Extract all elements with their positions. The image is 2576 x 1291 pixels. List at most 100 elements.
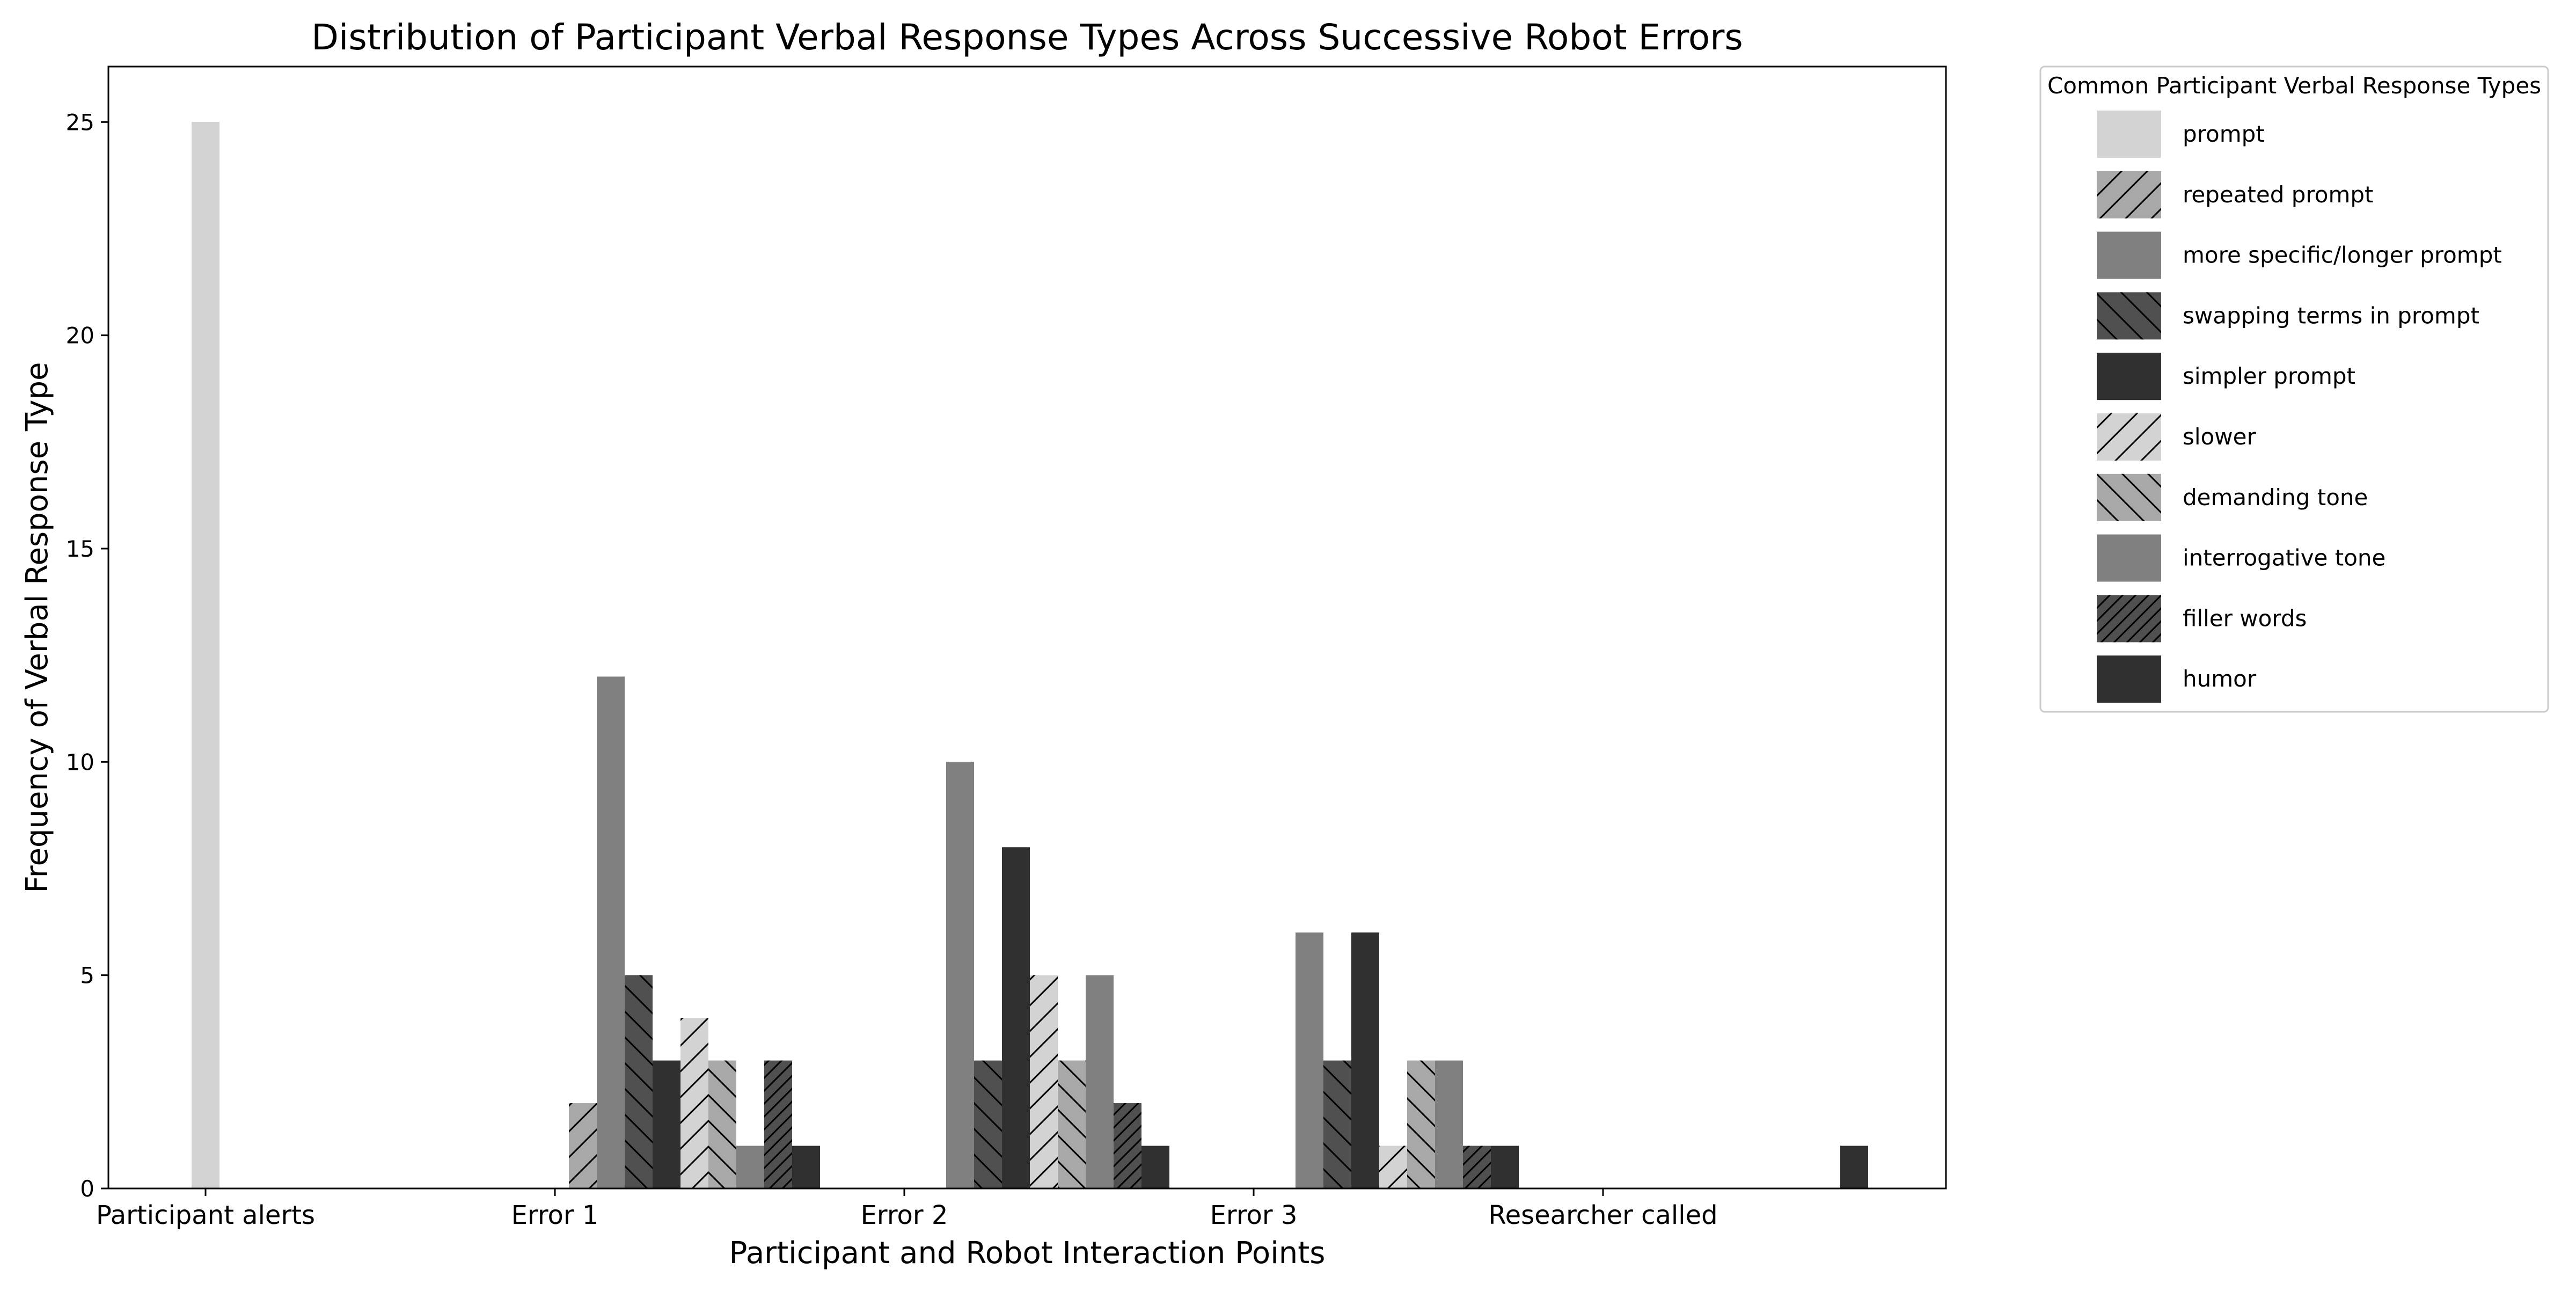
bar-hatch [1323, 1060, 1351, 1188]
y-tick-label: 20 [66, 323, 94, 349]
bar-hatch [1030, 975, 1058, 1188]
bar-fill [1141, 1146, 1169, 1188]
bar-fill [192, 122, 219, 1188]
x-tick-label: Error 3 [1210, 1200, 1298, 1230]
y-tick-label: 25 [66, 109, 94, 135]
bars-group [192, 122, 1868, 1188]
legend-label: simpler prompt [2183, 363, 2355, 389]
bar [736, 1146, 764, 1188]
legend-swatch [2097, 231, 2161, 279]
bar-fill [1002, 847, 1030, 1188]
bar [1323, 1060, 1351, 1188]
bar [625, 975, 653, 1188]
legend-item: more specific/longer prompt [2097, 231, 2502, 279]
legend-item: repeated prompt [2097, 171, 2373, 218]
legend-swatch-hatch [2097, 595, 2161, 643]
legend-swatch [2097, 353, 2161, 400]
legend-swatch [2097, 655, 2161, 703]
bar-hatch [1407, 1060, 1435, 1188]
y-tick-label: 10 [66, 749, 94, 775]
bar [1491, 1146, 1519, 1188]
legend-swatch-hatch [2097, 292, 2161, 340]
y-tick-label: 15 [66, 536, 94, 562]
legend-frame [2039, 65, 2549, 713]
chart-title: Distribution of Participant Verbal Respo… [311, 17, 1743, 58]
plot-frame [107, 65, 1947, 1190]
legend-items: prompt repeated prompt more specific/longe… [2097, 111, 2502, 703]
legend-swatch-hatch [2097, 413, 2161, 461]
bar [1840, 1146, 1868, 1188]
bar-hatch [569, 1103, 597, 1188]
bar [1002, 847, 1030, 1188]
bar-hatch [708, 1060, 736, 1188]
y-axis-label: Frequency of Verbal Response Type [20, 362, 55, 893]
bar-fill [1351, 932, 1379, 1188]
bar-fill [1435, 1060, 1463, 1188]
bar [764, 1060, 792, 1188]
bar [1435, 1060, 1463, 1188]
bar-hatch [1463, 1146, 1491, 1188]
bar [569, 1103, 597, 1188]
bar-hatch [625, 975, 653, 1188]
bar-fill [1840, 1146, 1868, 1188]
bar-fill [597, 676, 625, 1188]
bar-fill [1491, 1146, 1519, 1188]
bar [708, 1060, 736, 1188]
y-tick-label: 5 [80, 962, 94, 989]
bar [1463, 1146, 1491, 1188]
bar [680, 1018, 708, 1188]
legend-item: slower [2097, 413, 2256, 461]
bar [192, 122, 219, 1188]
legend-label: more specific/longer prompt [2183, 242, 2502, 268]
bar-fill [653, 1060, 680, 1188]
bar [1086, 975, 1114, 1188]
legend-swatch-hatch [2097, 473, 2161, 521]
legend-item: filler words [2097, 595, 2307, 643]
bar-fill [1086, 975, 1114, 1188]
legend-label: slower [2183, 424, 2256, 450]
legend-swatch-hatch [2097, 171, 2161, 218]
bar-hatch [680, 1018, 708, 1188]
legend-label: demanding tone [2183, 484, 2368, 510]
bar [792, 1146, 820, 1188]
bar [1296, 932, 1323, 1188]
bar [1030, 975, 1058, 1188]
bar [1141, 1146, 1169, 1188]
legend-swatch [2097, 534, 2161, 582]
legend-label: prompt [2183, 121, 2265, 147]
bar-hatch [974, 1060, 1002, 1188]
bar-fill [736, 1146, 764, 1188]
legend: Common Participant Verbal Response Types… [2039, 65, 2549, 713]
bar [1379, 1146, 1407, 1188]
bar [1351, 932, 1379, 1188]
bar [1114, 1103, 1141, 1188]
x-tick-label: Researcher called [1488, 1200, 1717, 1230]
legend-item: swapping terms in prompt [2097, 292, 2479, 340]
bar [1407, 1060, 1435, 1188]
legend-label: interrogative tone [2183, 545, 2385, 571]
bar-fill [792, 1146, 820, 1188]
legend-label: repeated prompt [2183, 181, 2373, 208]
bar [974, 1060, 1002, 1188]
bar [597, 676, 625, 1188]
bar-fill [946, 762, 974, 1188]
x-tick-label: Error 2 [861, 1200, 948, 1230]
legend-label: swapping terms in prompt [2183, 302, 2479, 329]
bar [946, 762, 974, 1188]
bar-hatch [764, 1060, 792, 1188]
legend-item: humor [2097, 655, 2257, 703]
legend-title: Common Participant Verbal Response Types [2047, 72, 2541, 99]
legend-item: prompt [2097, 111, 2265, 158]
legend-item: simpler prompt [2097, 353, 2355, 400]
legend-item: interrogative tone [2097, 534, 2385, 582]
y-tick-label: 0 [80, 1176, 94, 1202]
x-axis: Participant alerts Error 1 Error 2 Error 3 R… [96, 1188, 1718, 1230]
bar-hatch [1114, 1103, 1141, 1188]
x-tick-label: Participant alerts [96, 1200, 315, 1230]
legend-label: humor [2183, 666, 2257, 692]
y-axis: 0 5 10 15 20 25 [66, 109, 108, 1202]
bar-fill [1296, 932, 1323, 1188]
x-axis-label: Participant and Robot Interaction Points [729, 1236, 1326, 1271]
